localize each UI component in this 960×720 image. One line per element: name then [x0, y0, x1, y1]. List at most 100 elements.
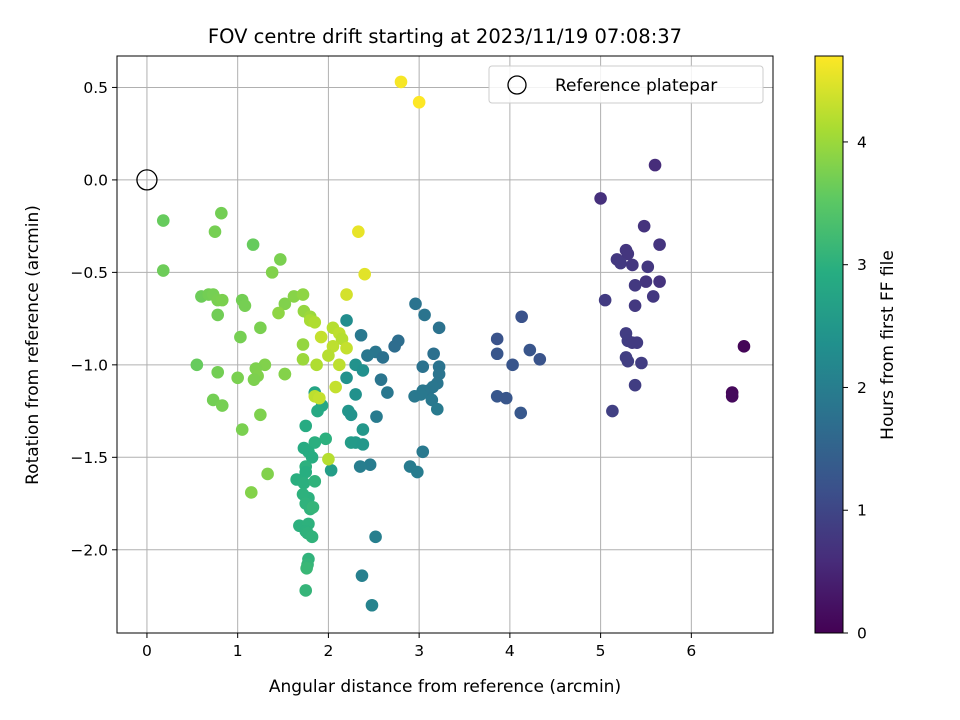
y-tick-label: 0.0 [83, 171, 108, 189]
x-tick-label: 4 [505, 642, 515, 660]
data-point [352, 225, 365, 238]
data-point [411, 465, 424, 479]
data-point [598, 293, 612, 307]
data-point [363, 458, 377, 472]
data-point [314, 330, 328, 344]
data-point [297, 476, 311, 490]
data-point [425, 393, 439, 407]
data-point [340, 288, 353, 301]
data-point [215, 399, 229, 412]
data-point [278, 367, 292, 381]
data-point [311, 404, 324, 418]
data-point [506, 358, 519, 372]
data-point [322, 349, 335, 362]
data-point [324, 463, 338, 477]
data-point [244, 486, 258, 499]
data-point [306, 500, 320, 514]
data-point [235, 423, 249, 436]
data-point [231, 371, 244, 385]
data-point [416, 360, 430, 373]
data-point [238, 299, 252, 312]
data-point [299, 465, 313, 479]
data-point [514, 406, 528, 420]
legend: Reference platepar [488, 65, 764, 104]
data-point [523, 343, 537, 357]
data-point [515, 310, 528, 324]
data-point [533, 352, 547, 366]
data-point [300, 561, 313, 575]
data-point [215, 206, 228, 220]
data-point [628, 378, 642, 392]
grid-lines [117, 56, 773, 633]
data-point [296, 352, 310, 366]
data-point [319, 432, 332, 446]
data-point [414, 388, 428, 401]
data-point [626, 258, 639, 272]
data-point [340, 314, 353, 327]
data-point [646, 290, 660, 303]
x-axis-label: Angular distance from reference (arcmin) [269, 677, 621, 697]
data-point [308, 436, 322, 449]
data-point [361, 349, 374, 362]
data-point [156, 264, 170, 277]
data-point [630, 336, 644, 349]
chart-title: FOV centre drift starting at 2023/11/19 … [208, 25, 682, 48]
data-point [322, 452, 335, 466]
data-point [340, 341, 353, 355]
y-tick-label: −2.0 [70, 541, 108, 559]
y-tick-label: 0.5 [83, 79, 108, 97]
data-point [215, 293, 229, 307]
data-point [594, 192, 607, 205]
data-point [628, 299, 642, 312]
data-point [499, 391, 513, 405]
data-point [353, 460, 367, 473]
data-point [637, 219, 651, 233]
data-point [628, 279, 642, 292]
data-point [621, 247, 635, 261]
y-axis-ticks: 0.5 0.0 −0.5 −1.0 −1.5 −2.0 [70, 79, 117, 559]
legend-label: Reference platepar [555, 76, 717, 96]
data-point [381, 386, 394, 399]
legend-box [488, 65, 764, 104]
data-point [416, 445, 430, 459]
y-tick-label: −1.0 [70, 356, 108, 374]
data-point [299, 584, 313, 597]
data-point [490, 332, 504, 346]
data-point [376, 351, 390, 364]
x-tick-label: 6 [686, 642, 696, 660]
data-point [313, 391, 326, 405]
data-point [308, 316, 322, 329]
data-point [369, 530, 382, 544]
data-point [340, 371, 353, 385]
colorbar-tick-label: 0 [857, 625, 867, 643]
x-axis-ticks: 0 1 2 3 4 5 6 [142, 633, 696, 660]
data-point [211, 365, 225, 379]
data-point [418, 308, 431, 322]
data-point [296, 338, 310, 351]
data-point [606, 404, 619, 418]
data-point [412, 95, 426, 109]
data-point [208, 225, 222, 238]
data-point [254, 408, 267, 422]
data-point [365, 598, 379, 612]
data-point [648, 158, 662, 172]
colorbar-tick-label: 3 [857, 256, 867, 274]
data-point [639, 275, 653, 288]
data-point [190, 358, 204, 372]
data-point [427, 347, 440, 361]
data-point [261, 467, 274, 481]
x-tick-label: 0 [142, 642, 152, 660]
data-point [374, 373, 388, 386]
data-point [490, 347, 504, 361]
reference-marker [136, 169, 158, 191]
data-point [355, 569, 369, 582]
x-tick-label: 3 [414, 642, 424, 660]
data-point [272, 306, 285, 320]
data-point [206, 393, 220, 407]
data-point [305, 451, 319, 464]
legend-reference-marker [507, 75, 527, 95]
colorbar-label: Hours from first FF file [878, 250, 898, 440]
data-point [344, 408, 358, 422]
y-axis-label: Rotation from reference (arcmin) [23, 205, 43, 485]
